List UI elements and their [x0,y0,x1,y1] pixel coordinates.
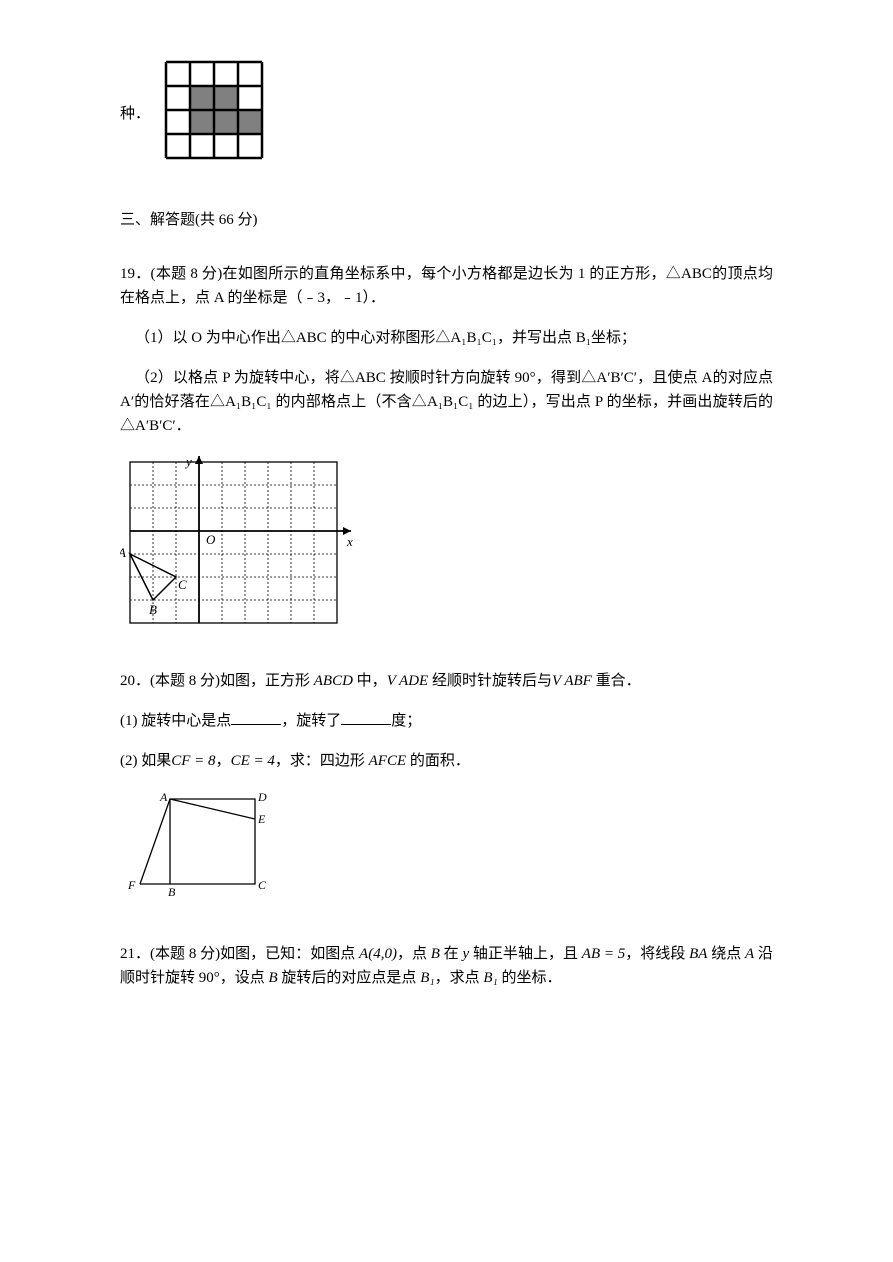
blank-2 [341,710,391,725]
svg-text:C: C [178,577,187,592]
q19-figure: Ox y A B C [120,454,773,639]
svg-text:O: O [206,532,216,547]
problem-20: 20．(本题 8 分)如图，正方形 ABCD 中，V ADE 经顺时针旋转后与V… [120,669,773,912]
blank-1 [231,710,281,725]
svg-text:D: D [257,790,267,804]
problem-21: 21．(本题 8 分)如图，已知：如图点 A(4,0)，点 B 在 y 轴正半轴… [120,942,773,990]
svg-text:A: A [159,790,168,804]
svg-text:x: x [346,534,353,549]
q20-p1: (1) 旋转中心是点，旋转了度； [120,709,773,733]
section-title: 三、解答题(共 66 分) [120,208,773,232]
svg-text:y: y [184,454,192,469]
svg-text:B: B [149,602,157,617]
q20-stem: 20．(本题 8 分)如图，正方形 ABCD 中，V ADE 经顺时针旋转后与V… [120,669,773,693]
trailing-block: 种． [120,60,773,168]
q21-stem: 21．(本题 8 分)如图，已知：如图点 A(4,0)，点 B 在 y 轴正半轴… [120,942,773,990]
q19-stem: 19．(本题 8 分)在如图所示的直角坐标系中，每个小方格都是边长为 1 的正方… [120,262,773,310]
grid-figure [164,60,264,168]
svg-text:F: F [127,878,136,892]
q19-p2: （2）以格点 P 为旋转中心，将△ABC 按顺时针方向旋转 90°，得到△A′B… [120,366,773,438]
svg-text:E: E [257,812,266,826]
q19-p1: （1）以 O 为中心作出△ABC 的中心对称图形△A₁B₁C₁，并写出点 B₁坐… [120,326,773,350]
q20-figure: A D C B F E [120,789,773,912]
svg-text:A: A [120,545,126,560]
trailing-text: 种． [120,102,150,126]
svg-text:B: B [168,885,176,899]
svg-text:C: C [258,878,267,892]
problem-19: 19．(本题 8 分)在如图所示的直角坐标系中，每个小方格都是边长为 1 的正方… [120,262,773,639]
q20-p2: (2) 如果CF = 8，CE = 4，求：四边形 AFCE 的面积． [120,749,773,773]
